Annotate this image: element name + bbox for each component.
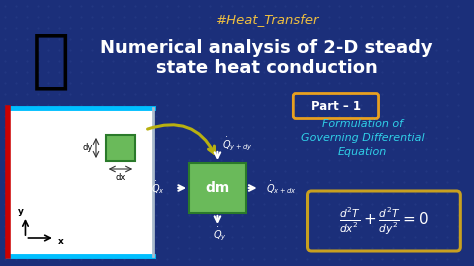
Text: $\dot{Q}_{x+dx}$: $\dot{Q}_{x+dx}$ xyxy=(266,180,296,197)
Text: $\dot{Q}_{x}$: $\dot{Q}_{x}$ xyxy=(151,180,164,197)
Text: Part – 1: Part – 1 xyxy=(311,99,361,113)
Bar xyxy=(189,163,246,213)
Text: dx: dx xyxy=(115,172,126,181)
Text: Formulation of: Formulation of xyxy=(322,119,403,129)
Text: 🔥: 🔥 xyxy=(32,29,70,91)
Bar xyxy=(8,108,153,256)
Text: #Heat_Transfer: #Heat_Transfer xyxy=(215,14,318,27)
FancyArrowPatch shape xyxy=(147,125,215,153)
Text: state heat conduction: state heat conduction xyxy=(155,59,377,77)
Text: $\dot{Q}_{y+dy}$: $\dot{Q}_{y+dy}$ xyxy=(222,135,253,153)
Text: Equation: Equation xyxy=(338,147,387,157)
Text: dy: dy xyxy=(83,143,93,152)
Text: $\frac{d^2T}{dx^2}+\frac{d^2T}{dy^2}=0$: $\frac{d^2T}{dx^2}+\frac{d^2T}{dy^2}=0$ xyxy=(339,205,429,237)
Text: x: x xyxy=(58,238,64,247)
Text: y: y xyxy=(18,206,24,215)
Text: dm: dm xyxy=(205,181,229,195)
Text: $\dot{Q}_{y}$: $\dot{Q}_{y}$ xyxy=(213,225,228,243)
Bar xyxy=(106,135,135,161)
Text: Governing Differential: Governing Differential xyxy=(301,133,424,143)
Text: Numerical analysis of 2-D steady: Numerical analysis of 2-D steady xyxy=(100,39,433,57)
